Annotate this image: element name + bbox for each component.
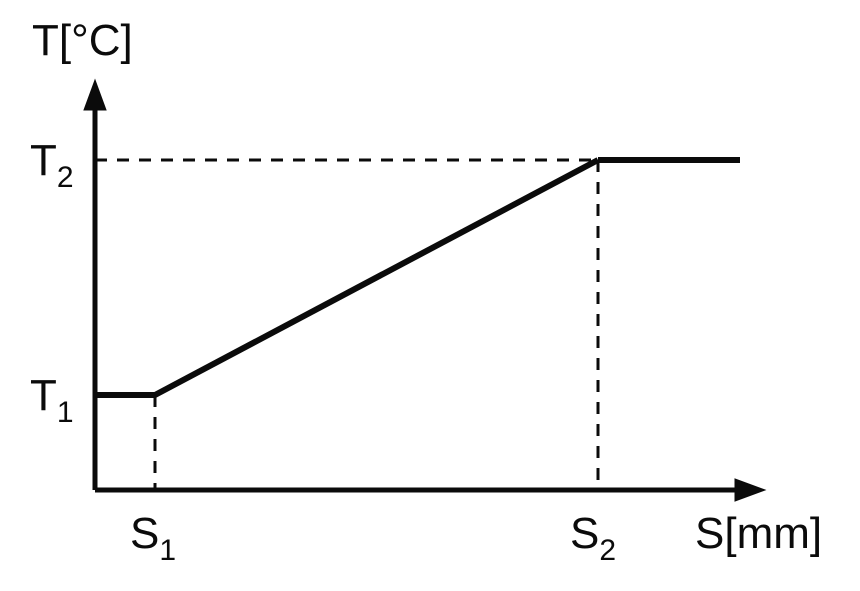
tick-s1-sub: 1	[159, 534, 176, 567]
tick-t1-base: T	[30, 371, 57, 420]
tick-t2-base: T	[30, 136, 57, 185]
tick-s2-sub: 2	[599, 534, 616, 567]
tick-t1-sub: 1	[57, 396, 74, 429]
tick-s2-base: S	[570, 509, 599, 558]
y-axis-title-text: T[°C]	[32, 16, 133, 65]
tick-t2-sub: 2	[57, 161, 74, 194]
x-axis-title: S[mm]	[695, 509, 822, 558]
y-axis-title: T[°C]	[32, 16, 133, 65]
chart-background	[0, 0, 860, 591]
temperature-vs-position-chart: T[°C] S[mm] T2 T1 S1 S2	[0, 0, 860, 591]
x-axis-title-text: S[mm]	[695, 509, 822, 558]
tick-s1-base: S	[130, 509, 159, 558]
